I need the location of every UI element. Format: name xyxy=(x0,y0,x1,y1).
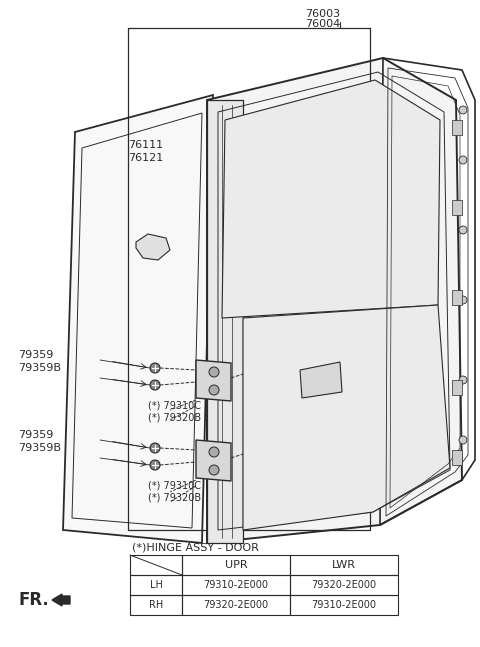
Text: FR.: FR. xyxy=(18,591,49,609)
Text: (*) 79320B: (*) 79320B xyxy=(148,413,201,423)
Text: RH: RH xyxy=(149,600,163,610)
Bar xyxy=(182,575,290,595)
Polygon shape xyxy=(196,440,231,481)
Text: 79320-2E000: 79320-2E000 xyxy=(312,580,377,590)
Circle shape xyxy=(209,465,219,475)
Bar xyxy=(130,575,182,595)
Circle shape xyxy=(150,363,160,373)
Polygon shape xyxy=(452,450,462,465)
Polygon shape xyxy=(136,234,170,260)
FancyArrow shape xyxy=(52,594,70,606)
Text: UPR: UPR xyxy=(225,560,247,570)
Text: 76111: 76111 xyxy=(128,140,163,150)
Circle shape xyxy=(459,226,467,234)
Text: 79320-2E000: 79320-2E000 xyxy=(204,600,269,610)
Polygon shape xyxy=(222,80,440,318)
Text: 76004: 76004 xyxy=(305,19,340,29)
Bar xyxy=(290,555,398,575)
Bar xyxy=(290,575,398,595)
Circle shape xyxy=(459,106,467,114)
Polygon shape xyxy=(452,120,462,135)
Text: 76121: 76121 xyxy=(128,153,163,163)
Polygon shape xyxy=(207,100,243,543)
Polygon shape xyxy=(452,380,462,395)
Circle shape xyxy=(459,376,467,384)
Circle shape xyxy=(459,156,467,164)
Bar xyxy=(290,595,398,615)
Bar xyxy=(130,595,182,615)
Text: 79359: 79359 xyxy=(18,350,53,360)
Polygon shape xyxy=(243,305,450,530)
Circle shape xyxy=(459,296,467,304)
Circle shape xyxy=(150,380,160,390)
Bar xyxy=(130,555,182,575)
Text: (*) 79310C: (*) 79310C xyxy=(148,481,201,491)
Polygon shape xyxy=(207,58,462,543)
Text: 79310-2E000: 79310-2E000 xyxy=(312,600,376,610)
Bar xyxy=(182,595,290,615)
Text: LH: LH xyxy=(150,580,162,590)
Polygon shape xyxy=(63,95,213,543)
Text: 79310-2E000: 79310-2E000 xyxy=(204,580,268,590)
Polygon shape xyxy=(196,360,231,401)
Polygon shape xyxy=(452,290,462,305)
Circle shape xyxy=(459,436,467,444)
Text: 79359: 79359 xyxy=(18,430,53,440)
Text: LWR: LWR xyxy=(332,560,356,570)
Text: 79359B: 79359B xyxy=(18,363,61,373)
Text: 76003: 76003 xyxy=(305,9,340,19)
Circle shape xyxy=(209,367,219,377)
Text: 79359B: 79359B xyxy=(18,443,61,453)
Polygon shape xyxy=(452,200,462,215)
Polygon shape xyxy=(300,362,342,398)
Circle shape xyxy=(209,385,219,395)
Text: (*)HINGE ASSY - DOOR: (*)HINGE ASSY - DOOR xyxy=(132,542,259,552)
Circle shape xyxy=(209,447,219,457)
Circle shape xyxy=(150,443,160,453)
Text: (*) 79310C: (*) 79310C xyxy=(148,401,201,411)
Text: (*) 79320B: (*) 79320B xyxy=(148,493,201,503)
Circle shape xyxy=(150,460,160,470)
Bar xyxy=(182,555,290,575)
